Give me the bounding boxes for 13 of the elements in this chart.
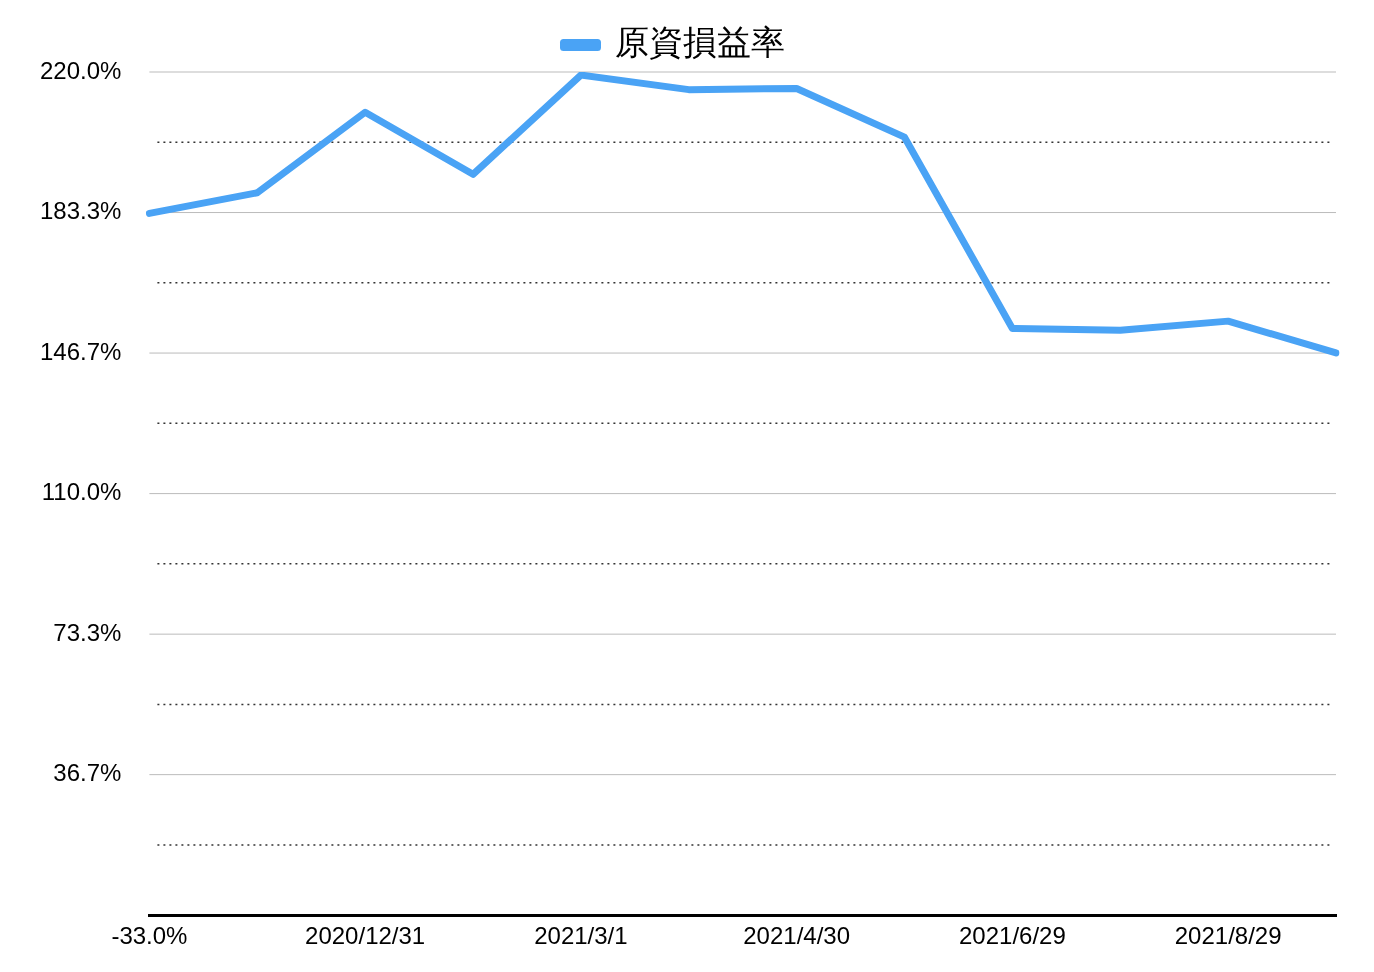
y-tick-label: 36.7% [53,759,122,787]
legend-label: 原資損益率 [614,21,785,62]
x-tick-label: 2021/4/30 [743,922,851,950]
x-tick-label: 2021/8/29 [1174,922,1282,950]
x-tick-label: 2021/6/29 [958,922,1066,950]
x-tick-label: 2021/3/1 [534,922,628,950]
y-tick-label: 110.0% [41,478,122,506]
y-tick-label: 73.3% [53,618,122,646]
y-tick-label: 220.0% [39,56,122,84]
x-tick-label: -33.0% [111,922,188,950]
y-tick-label: 183.3% [39,197,122,225]
x-tick-label: 2020/12/31 [305,922,426,950]
y-tick-label: 146.7% [39,337,122,365]
